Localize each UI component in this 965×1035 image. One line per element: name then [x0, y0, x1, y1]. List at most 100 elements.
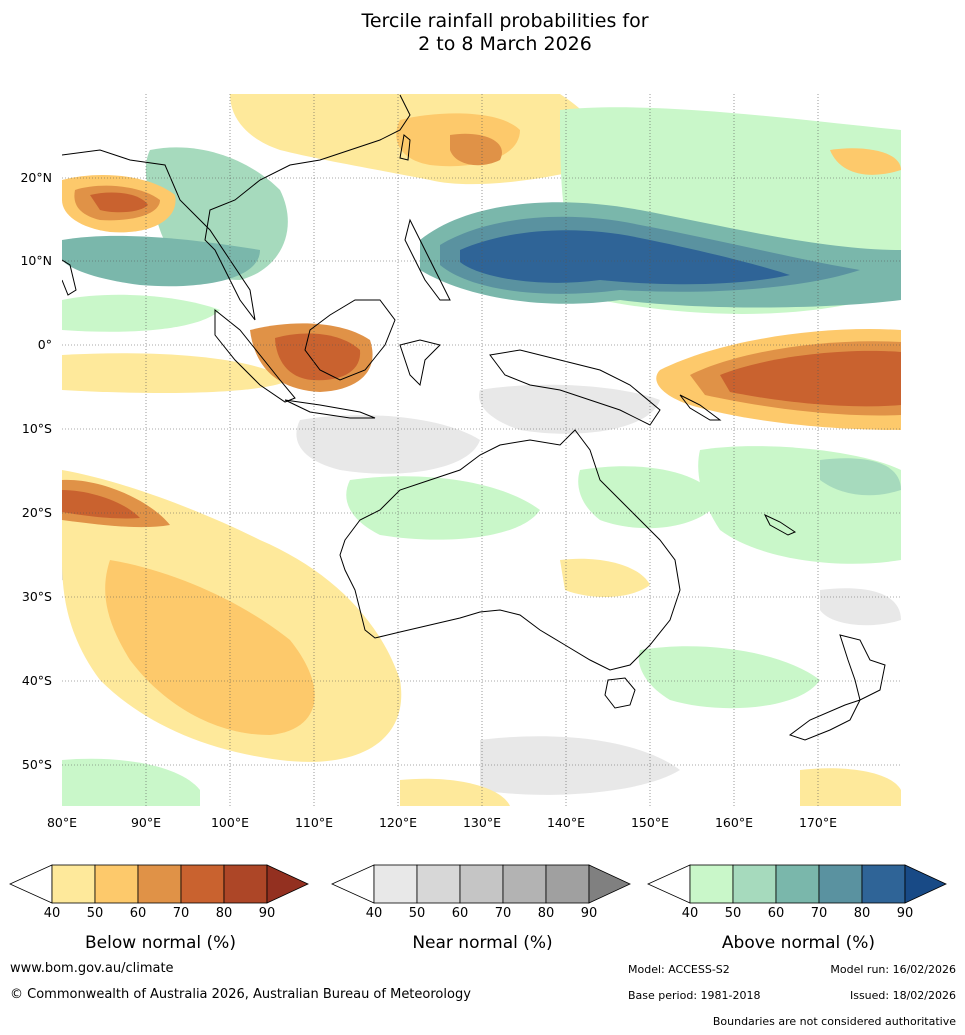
- below-region: [720, 350, 901, 407]
- lat-label: 20°S: [21, 505, 52, 520]
- below-region: [62, 490, 140, 519]
- lon-label: 170°E: [798, 815, 837, 830]
- colorbar-segment: [459, 864, 504, 904]
- colorbar-tick: 60: [451, 906, 469, 921]
- below-region: [62, 353, 290, 393]
- colorbar-below: [9, 864, 309, 904]
- colorbar-tick: 40: [43, 906, 61, 921]
- colorbar-tick: 40: [365, 906, 383, 921]
- colorbar-segment: [94, 864, 139, 904]
- australia-coast: [339, 429, 681, 671]
- map-field: [62, 94, 901, 806]
- lon-label: 150°E: [630, 815, 669, 830]
- solomon-islands-coast: [679, 394, 722, 421]
- colorbar-segment: [732, 864, 777, 904]
- below-region: [800, 768, 901, 806]
- lat-label: 40°S: [21, 673, 52, 688]
- colorbar-segment: [416, 864, 461, 904]
- tasmania-coast: [604, 677, 636, 709]
- lon-label: 90°E: [130, 815, 162, 830]
- asia-mainland-coast: [62, 94, 411, 321]
- sumatra-coast: [214, 308, 296, 403]
- borneo-coast: [304, 299, 396, 381]
- colorbar-segment: [331, 864, 375, 904]
- issued-text: Issued: 18/02/2026: [849, 989, 956, 1002]
- colorbar-tick: 50: [408, 906, 426, 921]
- colorbar-tick: 90: [896, 906, 914, 921]
- colorbar-segment: [373, 864, 418, 904]
- colorbar-segment: [818, 864, 863, 904]
- lon-label: 120°E: [378, 815, 417, 830]
- colorbar-tick: 70: [494, 906, 512, 921]
- above-region: [638, 646, 820, 709]
- legend-title-above: Above normal (%): [721, 933, 876, 953]
- colorbar-tick: 50: [86, 906, 104, 921]
- below-region: [105, 560, 315, 735]
- sri-lanka-coast: [62, 259, 77, 296]
- coastlines: [62, 94, 886, 741]
- near-region: [296, 415, 480, 474]
- colorbar-segment: [9, 864, 53, 904]
- above-region: [578, 466, 720, 529]
- lon-label: 160°E: [714, 815, 753, 830]
- lon-label: 130°E: [462, 815, 501, 830]
- taiwan-coast: [399, 134, 411, 161]
- near-region: [479, 384, 660, 434]
- below-region: [90, 192, 148, 213]
- lat-label: 10°S: [21, 421, 52, 436]
- sulawesi-coast: [399, 339, 441, 387]
- disclaimer-text: Boundaries are not considered authoritat…: [712, 1015, 956, 1028]
- below-region: [560, 558, 650, 597]
- colorbar-segment: [223, 864, 268, 904]
- colorbar-segment: [137, 864, 182, 904]
- colorbar-segment: [180, 864, 225, 904]
- colorbar-segment: [775, 864, 820, 904]
- legend-title-near: Near normal (%): [412, 933, 553, 953]
- title-line-1: Tercile rainfall probabilities for: [361, 10, 649, 32]
- colorbar-tick: 90: [580, 906, 598, 921]
- colorbar-tick: 50: [724, 906, 742, 921]
- colorbar-segment: [545, 864, 590, 904]
- colorbar-segment: [588, 864, 631, 904]
- copyright-text: © Commonwealth of Australia 2026, Austra…: [10, 987, 471, 1002]
- colorbar-segment: [502, 864, 547, 904]
- near-region: [480, 736, 680, 795]
- colorbar-segment: [647, 864, 691, 904]
- colorbar-tick: 70: [172, 906, 190, 921]
- below-region: [450, 133, 502, 166]
- colorbar-tick: 70: [810, 906, 828, 921]
- website-link[interactable]: www.bom.gov.au/climate: [10, 961, 174, 976]
- model-text: Model: ACCESS-S2: [628, 963, 730, 976]
- near-region: [820, 588, 901, 626]
- colorbar-tick: 40: [681, 906, 699, 921]
- nz-south-island-coast: [788, 699, 861, 741]
- philippines-coast: [404, 218, 451, 301]
- title-line-2: 2 to 8 March 2026: [418, 33, 592, 55]
- lon-label: 100°E: [210, 815, 249, 830]
- nz-north-island-coast: [839, 634, 886, 701]
- colorbar-segment: [861, 864, 906, 904]
- colorbar-segment: [689, 864, 734, 904]
- colorbar-near: [331, 864, 631, 904]
- lon-label: 110°E: [294, 815, 333, 830]
- colorbar-segment: [266, 864, 309, 904]
- colorbar-tick: 60: [767, 906, 785, 921]
- model-run-text: Model run: 16/02/2026: [830, 963, 956, 976]
- lon-label: 140°E: [546, 815, 585, 830]
- above-region: [62, 294, 220, 332]
- lat-label: 10°N: [20, 253, 52, 268]
- colorbar-tick: 80: [853, 906, 871, 921]
- lat-label: 20°N: [20, 170, 52, 185]
- below-region: [830, 148, 901, 175]
- above-region: [62, 758, 200, 806]
- above-region: [820, 458, 901, 496]
- colorbar-segment: [904, 864, 947, 904]
- colorbar-segment: [51, 864, 96, 904]
- base-period-text: Base period: 1981-2018: [628, 989, 761, 1002]
- colorbar-tick: 60: [129, 906, 147, 921]
- lon-label: 80°E: [46, 815, 78, 830]
- legend-title-below: Below normal (%): [85, 933, 236, 953]
- lat-label: 30°S: [21, 589, 52, 604]
- chart-title: Tercile rainfall probabilities for 2 to …: [0, 10, 965, 56]
- map-graticule: [62, 94, 901, 806]
